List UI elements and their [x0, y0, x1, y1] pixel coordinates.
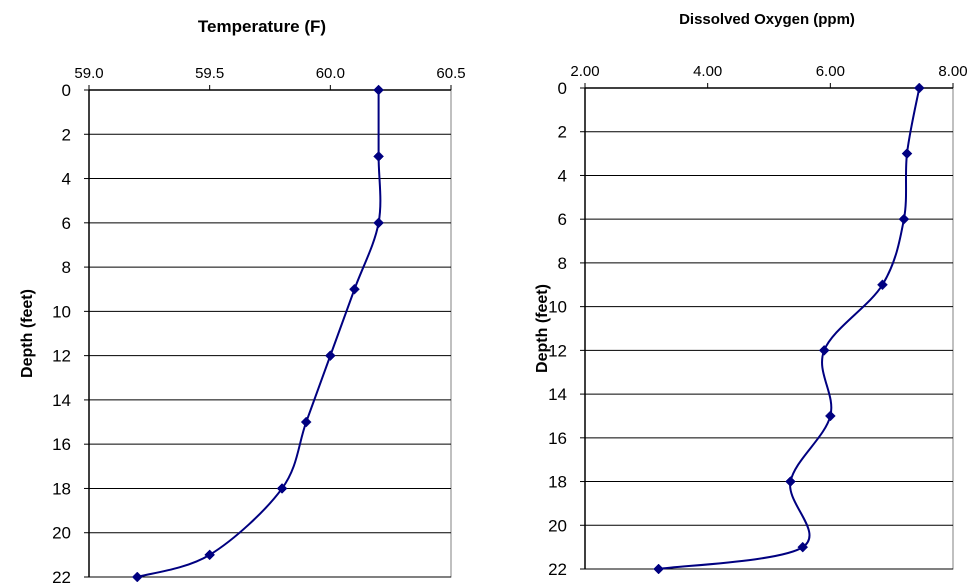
temp-y-tick-label: 22 — [52, 568, 71, 586]
temp-x-tick-label: 60.0 — [316, 65, 345, 82]
temp-data-point — [373, 151, 384, 162]
temp-y-tick-label: 20 — [52, 524, 71, 543]
temp-data-point — [131, 571, 143, 583]
temp-y-tick-label: 12 — [52, 347, 71, 366]
do-data-point — [898, 213, 910, 225]
temp-chart-title: Temperature (F) — [198, 17, 326, 36]
temp-data-point — [373, 84, 384, 96]
temp-y-tick-label: 6 — [62, 214, 71, 233]
temp-y-tick-label: 2 — [62, 125, 71, 144]
do-x-tick-label: 2.00 — [570, 63, 599, 80]
do-plot-area — [584, 87, 954, 570]
do-data-point — [824, 410, 836, 422]
do-y-tick-label: 14 — [548, 385, 567, 404]
temp-y-tick-label: 4 — [62, 170, 71, 189]
do-chart: Dissolved Oxygen (ppm) Depth (feet) 2.00 4.… — [534, 11, 968, 579]
temp-y-tick-label: 8 — [62, 258, 71, 277]
do-y-tick-label: 20 — [548, 516, 567, 535]
temp-x-tick-label: 59.0 — [74, 65, 103, 82]
do-y-tick-label: 2 — [558, 123, 567, 142]
temp-y-axis-label: Depth (feet) — [19, 289, 36, 378]
temp-y-tick-label: 16 — [52, 435, 71, 454]
temp-data-point — [373, 217, 384, 229]
do-y-tick-label: 4 — [558, 166, 567, 185]
temp-y-tick-label: 10 — [52, 302, 71, 321]
do-data-point — [901, 148, 913, 159]
do-x-tick-label: 8.00 — [938, 63, 967, 80]
do-data-point — [797, 541, 809, 553]
do-y-axis-label: Depth (feet) — [534, 284, 551, 373]
temp-y-tick-label: 14 — [52, 391, 71, 410]
do-data-point — [877, 279, 888, 291]
temp-data-point — [204, 549, 216, 561]
do-y-tick-label: 16 — [548, 429, 567, 448]
do-x-tick-label: 4.00 — [693, 63, 722, 80]
temp-y-tick-label: 18 — [52, 479, 71, 498]
temp-data-point — [349, 283, 360, 295]
temp-y-tick-label: 0 — [62, 81, 71, 100]
do-data-point — [818, 345, 830, 356]
do-y-tick-label: 6 — [558, 210, 567, 229]
do-y-tick-label: 10 — [548, 298, 567, 317]
temp-data-point — [324, 350, 336, 361]
do-series-line — [658, 87, 921, 570]
do-data-point — [653, 563, 664, 575]
do-x-tick-label: 6.00 — [816, 63, 845, 80]
do-y-tick-label: 0 — [558, 79, 567, 98]
do-data-point — [913, 82, 925, 94]
do-data-point — [785, 476, 796, 487]
do-y-tick-label: 8 — [558, 254, 567, 273]
temp-x-tick-label: 59.5 — [195, 65, 224, 82]
temp-data-point — [300, 416, 312, 428]
do-chart-title: Dissolved Oxygen (ppm) — [679, 11, 855, 28]
do-y-tick-label: 22 — [548, 560, 567, 579]
do-y-tick-label: 12 — [548, 341, 567, 360]
temp-data-point — [276, 483, 288, 494]
temp-x-tick-label: 60.5 — [436, 65, 465, 82]
temp-chart: Temperature (F) Depth (feet) 59.0 59.5 60.0 6… — [19, 17, 466, 586]
do-y-tick-label: 18 — [548, 473, 567, 492]
temp-series-line — [136, 90, 382, 578]
